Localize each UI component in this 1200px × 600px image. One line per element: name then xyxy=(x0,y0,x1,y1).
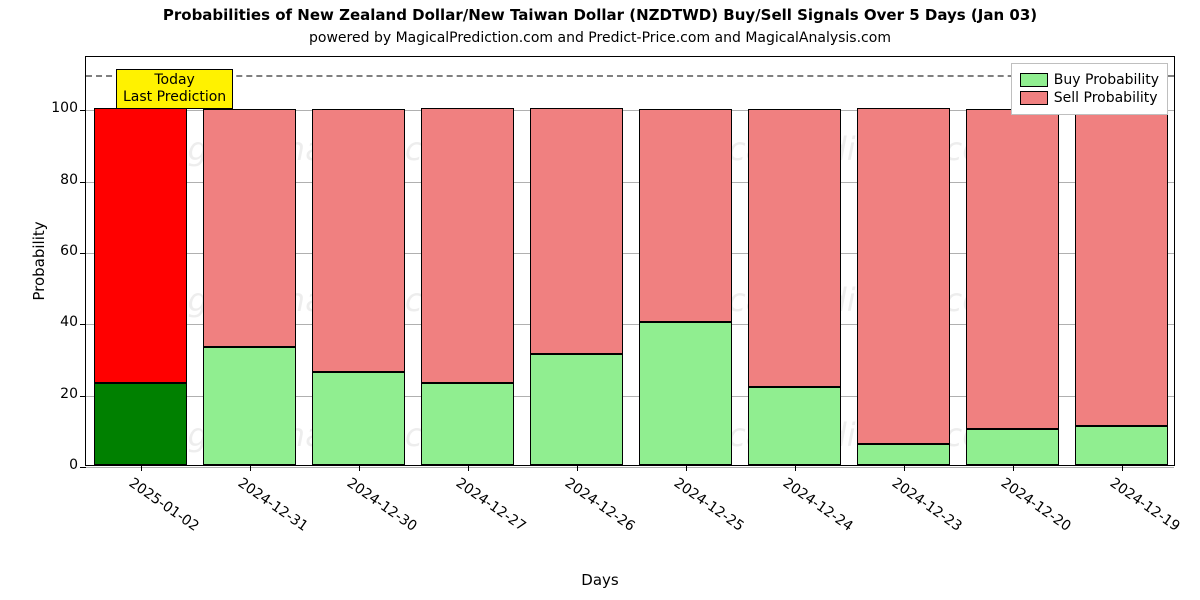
bar-sell xyxy=(857,108,951,443)
bar-group xyxy=(421,108,515,465)
annotation-line-2: Last Prediction xyxy=(123,89,226,106)
legend: Buy Probability Sell Probability xyxy=(1011,63,1168,115)
xtick-label: 2024-12-25 xyxy=(670,475,746,535)
bar-buy xyxy=(857,444,951,465)
legend-label-sell: Sell Probability xyxy=(1054,90,1158,106)
xtick-label: 2024-12-31 xyxy=(234,475,310,535)
bar-sell xyxy=(639,109,733,323)
bar-group xyxy=(94,108,188,465)
xtick-label: 2024-12-27 xyxy=(452,475,528,535)
xtick-label: 2024-12-23 xyxy=(888,475,964,535)
xtick-label: 2025-01-02 xyxy=(125,475,201,535)
xtick-mark xyxy=(359,465,360,471)
xtick-mark xyxy=(468,465,469,471)
xtick-label: 2024-12-26 xyxy=(561,475,637,535)
xtick-mark xyxy=(141,465,142,471)
ytick-label: 60 xyxy=(60,243,86,259)
bar-group xyxy=(203,108,297,465)
bar-group xyxy=(312,108,406,465)
x-axis-label: Days xyxy=(0,571,1200,589)
bar-group xyxy=(530,108,624,465)
xtick-label: 2024-12-30 xyxy=(343,475,419,535)
xtick-mark xyxy=(904,465,905,471)
bar-buy xyxy=(966,429,1060,465)
bar-buy xyxy=(748,387,842,465)
y-axis-label: Probability xyxy=(30,221,48,300)
legend-item-sell: Sell Probability xyxy=(1020,90,1159,106)
ytick-label: 80 xyxy=(60,172,86,188)
bar-buy xyxy=(530,354,624,465)
xtick-label: 2024-12-20 xyxy=(997,475,1073,535)
bar-sell-today xyxy=(94,108,188,383)
xtick-mark xyxy=(577,465,578,471)
xtick-mark xyxy=(686,465,687,471)
bar-buy xyxy=(421,383,515,465)
legend-swatch-buy xyxy=(1020,73,1048,87)
bar-sell xyxy=(1075,109,1169,426)
bar-sell xyxy=(421,108,515,383)
bar-group xyxy=(748,108,842,465)
bar-group xyxy=(966,108,1060,465)
annotation-line-1: Today xyxy=(123,72,226,89)
xtick-mark xyxy=(1013,465,1014,471)
legend-swatch-sell xyxy=(1020,91,1048,105)
today-annotation: Today Last Prediction xyxy=(116,69,233,109)
bar-sell xyxy=(312,109,406,373)
plot-area: MagicalAnalysis.comMagicalPrediction.com… xyxy=(85,56,1175,466)
bar-buy xyxy=(312,372,406,465)
bar-sell xyxy=(203,109,297,348)
xtick-mark xyxy=(1122,465,1123,471)
bar-sell xyxy=(748,109,842,387)
bar-buy xyxy=(1075,426,1169,465)
xtick-mark xyxy=(250,465,251,471)
bar-buy-today xyxy=(94,383,188,465)
ytick-label: 40 xyxy=(60,314,86,330)
bar-buy xyxy=(639,322,733,465)
ytick-label: 0 xyxy=(69,457,86,473)
bar-sell xyxy=(966,109,1060,430)
legend-label-buy: Buy Probability xyxy=(1054,72,1159,88)
legend-item-buy: Buy Probability xyxy=(1020,72,1159,88)
bar-sell xyxy=(530,108,624,354)
ytick-label: 20 xyxy=(60,386,86,402)
chart-title: Probabilities of New Zealand Dollar/New … xyxy=(0,6,1200,24)
bar-buy xyxy=(203,347,297,465)
bar-group xyxy=(857,108,951,465)
bar-group xyxy=(639,108,733,465)
xtick-label: 2024-12-24 xyxy=(779,475,855,535)
bar-group xyxy=(1075,108,1169,465)
xtick-label: 2024-12-19 xyxy=(1106,475,1182,535)
figure: Probabilities of New Zealand Dollar/New … xyxy=(0,0,1200,600)
xtick-mark xyxy=(795,465,796,471)
ytick-label: 100 xyxy=(51,100,86,116)
chart-subtitle: powered by MagicalPrediction.com and Pre… xyxy=(0,30,1200,46)
